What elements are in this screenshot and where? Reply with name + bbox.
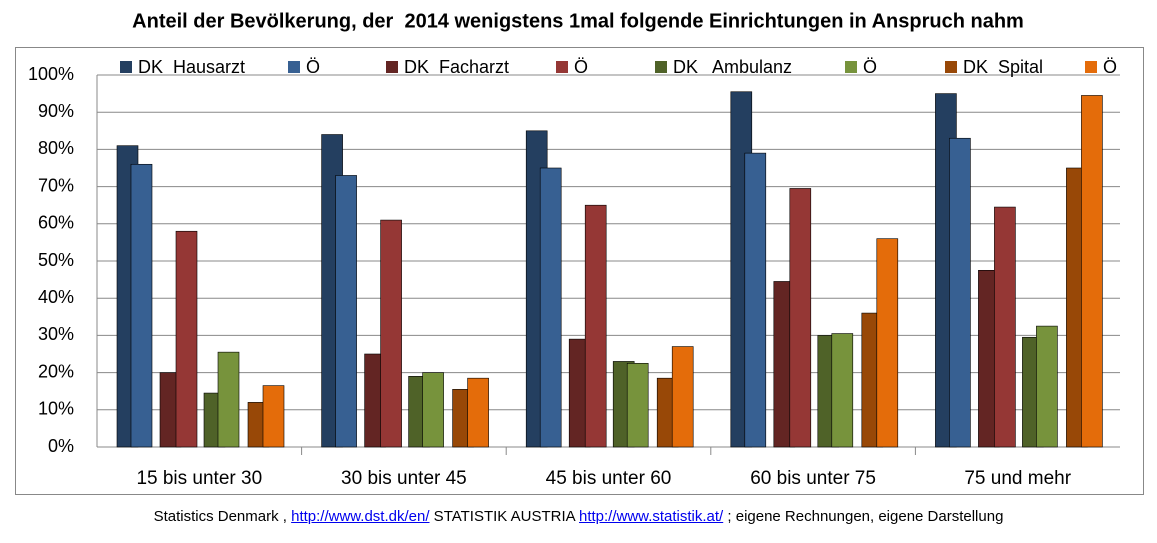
bar	[789, 188, 812, 448]
bar	[949, 137, 971, 448]
bar	[335, 175, 357, 448]
legend-label: Ö	[306, 57, 320, 77]
legend-label: DK Spital	[963, 57, 1043, 77]
legend-label: Ö	[1103, 57, 1117, 77]
footer: Statistics Denmark , http://www.dst.dk/e…	[0, 508, 1157, 525]
legend-label: DK Ambulanz	[673, 57, 792, 77]
bar	[626, 362, 649, 448]
source-text: ; eigene Rechnungen, eigene Darstellung	[723, 508, 1004, 525]
legend-marker	[288, 61, 300, 73]
bar	[217, 351, 240, 448]
bar	[422, 372, 444, 448]
legend-marker	[845, 61, 857, 73]
legend-marker	[945, 61, 957, 73]
y-tick-label: 30%	[38, 324, 74, 344]
x-tick-label: 60 bis unter 75	[750, 468, 876, 489]
x-tick-label: 45 bis unter 60	[546, 468, 672, 489]
source-text: STATISTIK AUSTRIA	[429, 508, 579, 525]
x-tick-label: 30 bis unter 45	[341, 468, 467, 489]
legend-marker	[556, 61, 568, 73]
y-tick-label: 40%	[38, 287, 74, 307]
bar	[671, 346, 694, 448]
legend-marker	[120, 61, 132, 73]
y-tick-label: 60%	[38, 213, 74, 233]
bar	[584, 204, 607, 448]
source-text: Statistics Denmark ,	[153, 508, 292, 525]
source-link[interactable]: http://www.dst.dk/en/	[291, 508, 430, 525]
y-tick-label: 90%	[38, 101, 74, 121]
legend-marker	[1085, 61, 1097, 73]
y-tick-label: 0%	[48, 436, 74, 456]
source-link[interactable]: http://www.statistik.at/	[579, 508, 724, 525]
chart: Anteil der Bevölkerung, der 2014 wenigst…	[15, 10, 1144, 495]
legend-marker	[386, 61, 398, 73]
chart-border	[15, 47, 1144, 495]
legend-label: Ö	[574, 57, 588, 77]
bar	[994, 206, 1016, 448]
bar	[744, 152, 767, 448]
bar	[831, 333, 854, 448]
y-tick-label: 80%	[38, 138, 74, 158]
bar	[1081, 95, 1103, 448]
bar	[1036, 325, 1058, 448]
bar	[876, 238, 899, 448]
bar	[175, 230, 198, 448]
bar	[467, 377, 489, 448]
bar	[130, 163, 153, 448]
legend-label: DK Hausarzt	[138, 57, 245, 77]
bar	[262, 385, 285, 448]
bar	[539, 167, 562, 448]
legend-marker	[655, 61, 667, 73]
x-tick-label: 15 bis unter 30	[136, 468, 262, 489]
x-tick-label: 75 und mehr	[964, 468, 1071, 489]
y-tick-label: 20%	[38, 361, 74, 381]
chart-title: Anteil der Bevölkerung, der 2014 wenigst…	[132, 10, 1024, 32]
legend-label: Ö	[863, 57, 877, 77]
y-tick-label: 50%	[38, 250, 74, 270]
bar	[380, 219, 402, 448]
y-tick-label: 100%	[28, 64, 74, 84]
legend-label: DK Facharzt	[404, 57, 509, 77]
y-tick-label: 70%	[38, 175, 74, 195]
y-tick-label: 10%	[38, 399, 74, 419]
